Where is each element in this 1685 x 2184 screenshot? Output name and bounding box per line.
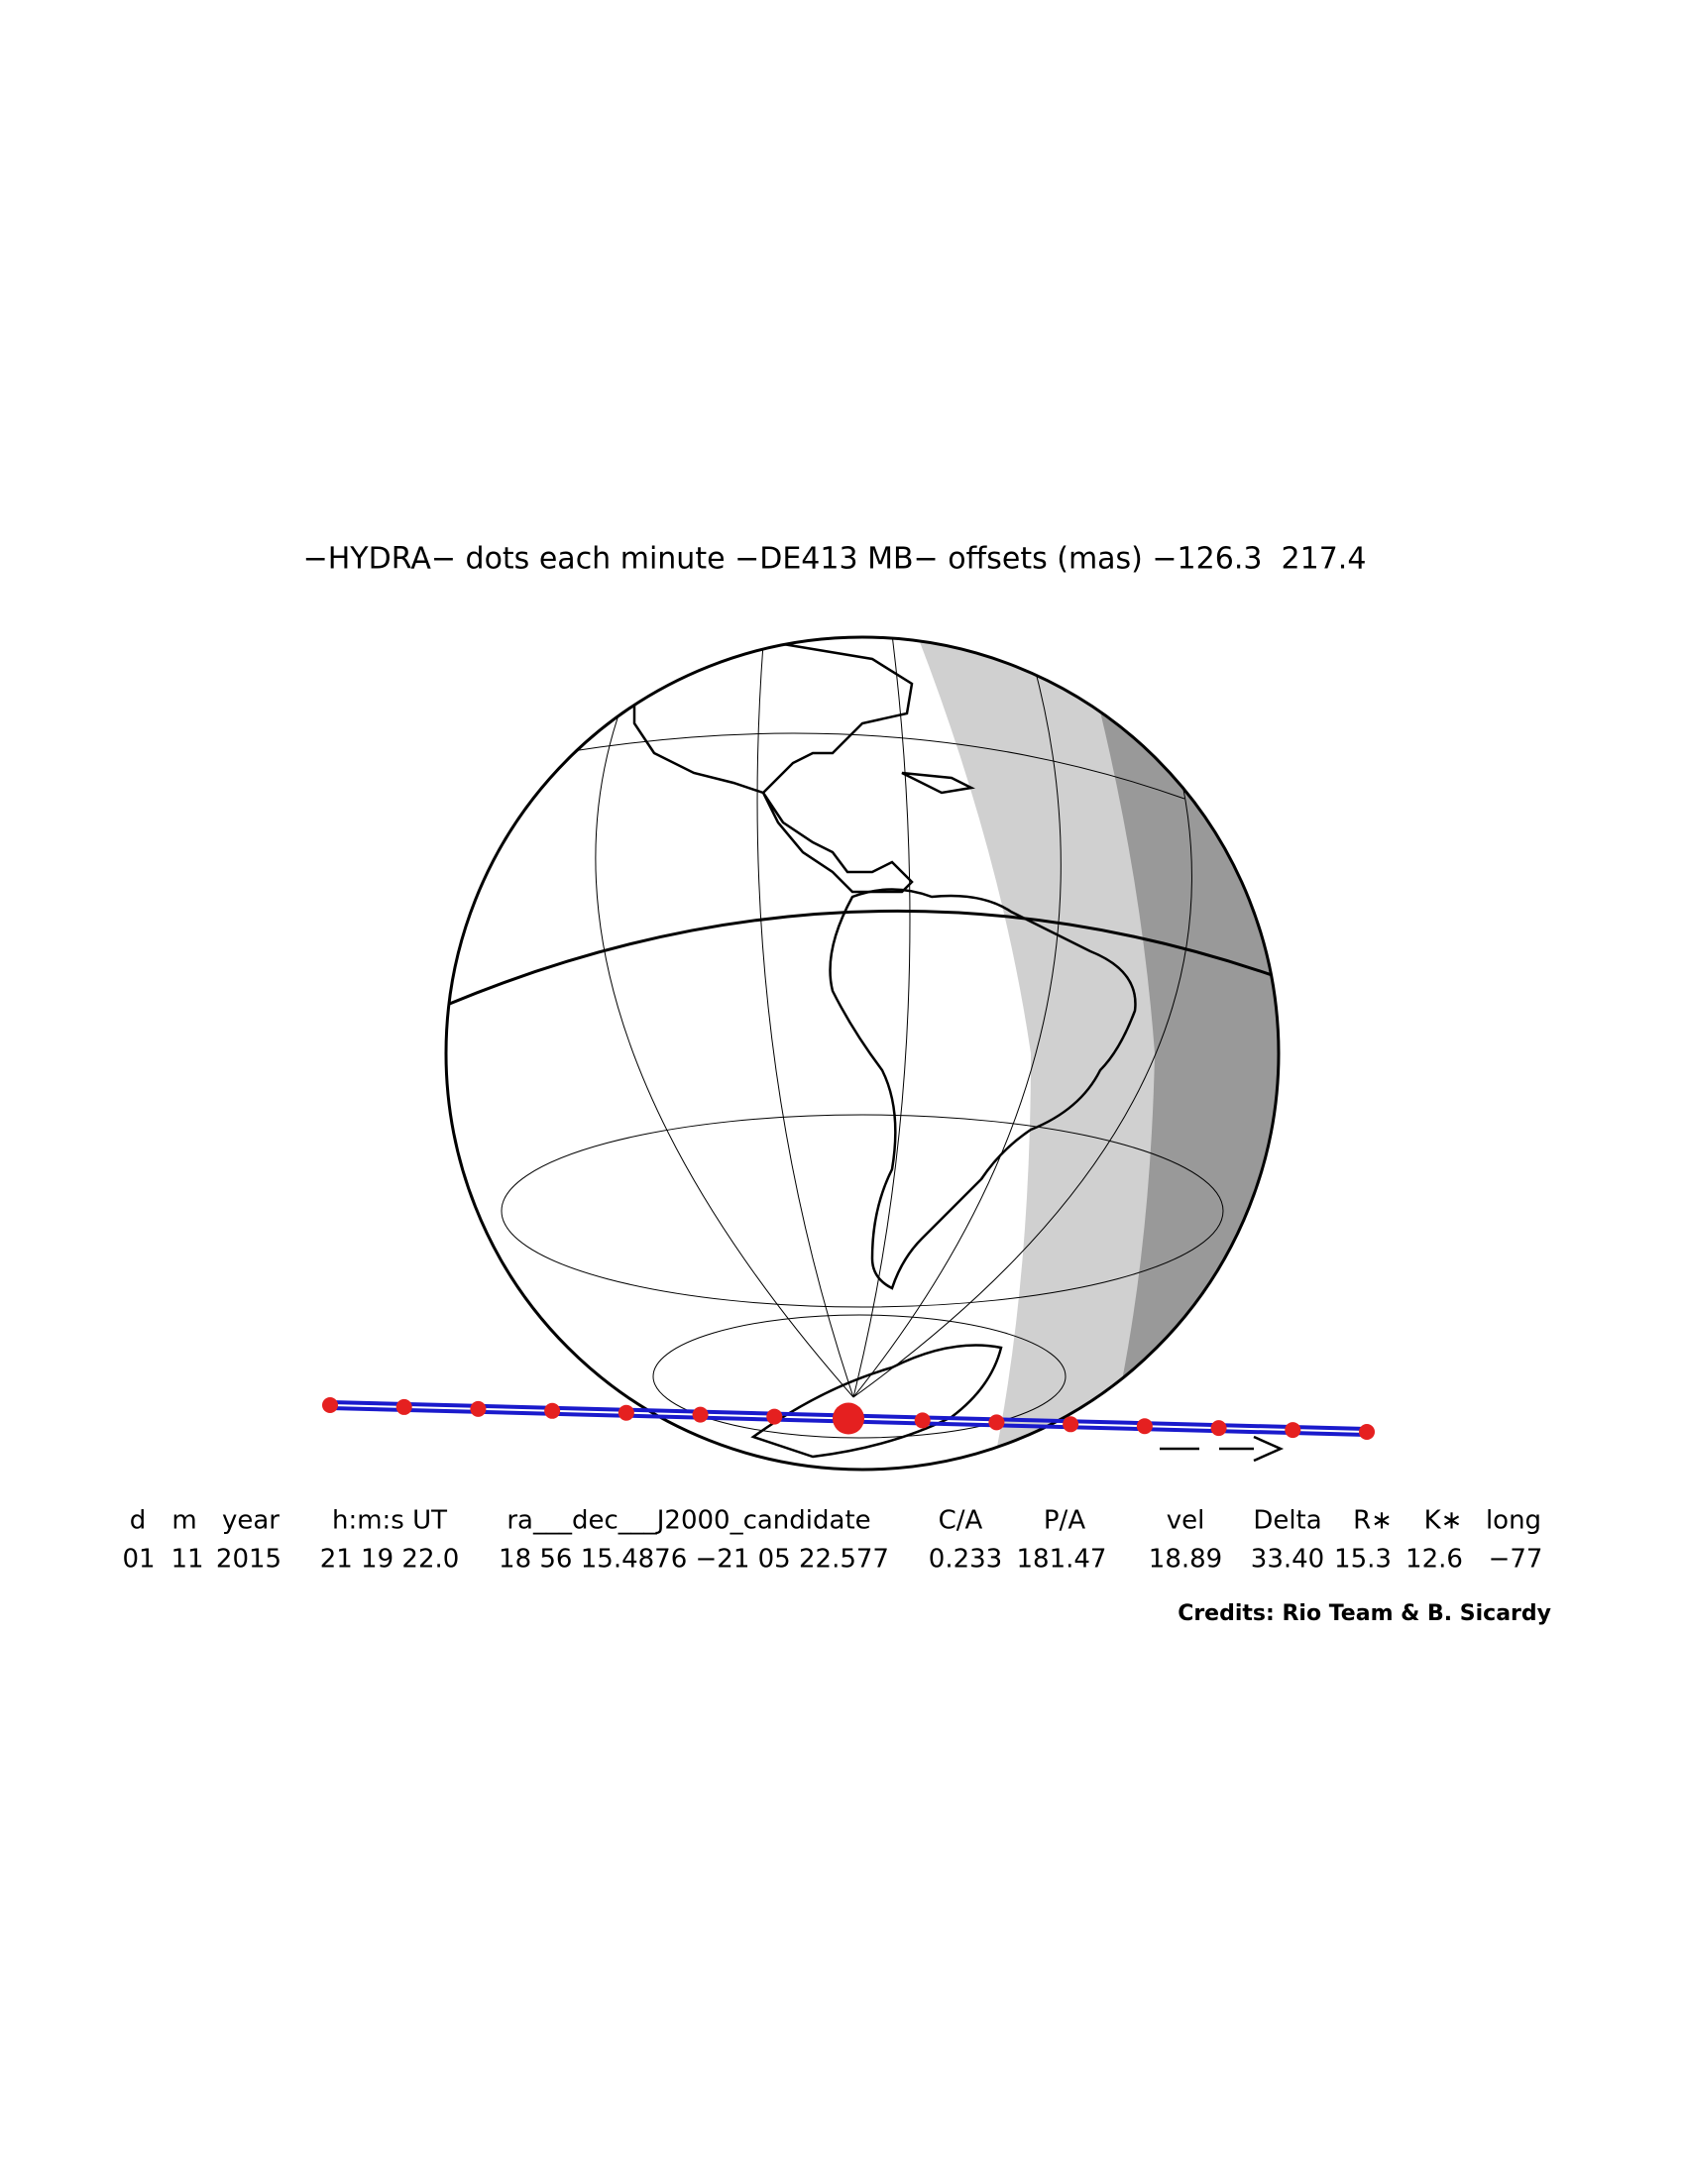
table-header: m xyxy=(171,1506,196,1536)
minute-dot xyxy=(988,1414,1005,1431)
direction-arrow xyxy=(1160,1435,1285,1463)
minute-dot xyxy=(322,1397,338,1413)
table-header: P/A xyxy=(1044,1506,1085,1536)
table-value: −77 xyxy=(1489,1545,1543,1575)
minute-dot xyxy=(833,1402,864,1435)
minute-dot xyxy=(1063,1416,1079,1433)
minute-dot xyxy=(395,1398,412,1415)
minute-dot xyxy=(618,1404,634,1421)
table-header: year xyxy=(222,1506,280,1536)
table-header: C/A xyxy=(939,1506,983,1536)
minute-dot xyxy=(692,1406,709,1423)
table-header: long xyxy=(1486,1506,1541,1536)
globe xyxy=(444,635,1281,1472)
event-table: d m year h:m:s UT ra___dec___J2000_candidate… xyxy=(122,1506,1542,1575)
coastlines xyxy=(632,642,1137,1459)
table-header: ra___dec___J2000_candidate xyxy=(506,1506,870,1536)
minute-dot xyxy=(914,1412,931,1429)
table-value: 01 xyxy=(122,1545,155,1575)
minute-dot xyxy=(766,1408,783,1425)
table-value: 18.89 xyxy=(1149,1545,1222,1575)
table-value: 21 19 22.0 xyxy=(320,1545,460,1575)
table-header: R∗ xyxy=(1353,1506,1393,1536)
table-value: 18 56 15.4876 −21 05 22.577 xyxy=(499,1545,889,1575)
table-value: 2015 xyxy=(216,1545,281,1575)
table-value: 11 xyxy=(170,1545,203,1575)
minute-dot xyxy=(1359,1424,1375,1440)
table-value: 0.233 xyxy=(929,1545,1002,1575)
table-header: K∗ xyxy=(1424,1506,1463,1536)
minute-dot xyxy=(544,1402,561,1419)
table-header: vel xyxy=(1167,1506,1205,1536)
minute-dot xyxy=(1136,1418,1153,1435)
credits: Credits: Rio Team & B. Sicardy xyxy=(1178,1601,1551,1626)
table-value: 15.3 xyxy=(1334,1545,1392,1575)
table-value: 181.47 xyxy=(1017,1545,1107,1575)
table-header: d xyxy=(130,1506,147,1536)
table-value: 33.40 xyxy=(1251,1545,1324,1575)
table-header: Delta xyxy=(1253,1506,1321,1536)
map-title: −HYDRA− dots each minute −DE413 MB− offs… xyxy=(303,542,1367,577)
shadow-track xyxy=(322,1397,1375,1463)
minute-dot xyxy=(470,1400,487,1417)
table-value: 12.6 xyxy=(1405,1545,1463,1575)
table-header: h:m:s UT xyxy=(332,1506,447,1536)
equator xyxy=(446,909,1279,1007)
minute-dot xyxy=(1210,1420,1227,1437)
minute-dot xyxy=(1285,1422,1301,1439)
